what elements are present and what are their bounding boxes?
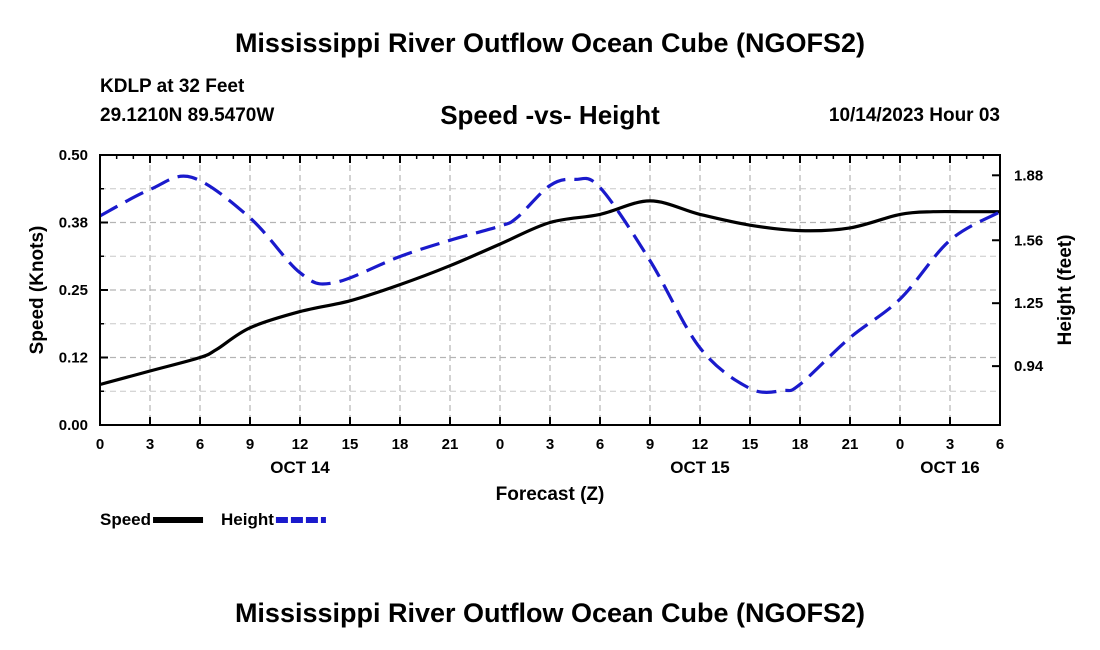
x-tick-label: 12 xyxy=(692,436,709,453)
series-line-speed xyxy=(99,199,1000,387)
x-tick-label: 3 xyxy=(946,436,954,453)
y2-tick-label: 1.88 xyxy=(1014,167,1043,184)
grid-lines xyxy=(100,155,1000,425)
x-tick-label: 9 xyxy=(246,436,254,453)
series-lines xyxy=(99,174,1001,395)
x-tick-label: 9 xyxy=(646,436,654,453)
legend-label-speed: Speed xyxy=(100,510,151,529)
y2-tick-label: 1.56 xyxy=(1014,232,1043,249)
station-coordinates: 29.1210N 89.5470W xyxy=(100,105,275,126)
date-label: OCT 15 xyxy=(670,458,730,477)
y-tick-label: 0.12 xyxy=(59,350,88,367)
x-tick-label: 0 xyxy=(896,436,904,453)
date-label: OCT 14 xyxy=(270,458,330,477)
x-tick-label: 21 xyxy=(842,436,859,453)
y-tick-label: 0.38 xyxy=(59,215,88,232)
date-label: OCT 16 xyxy=(920,458,980,477)
legend-label-height: Height xyxy=(221,510,274,529)
x-tick-label: 6 xyxy=(196,436,204,453)
x-tick-label: 3 xyxy=(546,436,554,453)
x-tick-label: 6 xyxy=(596,436,604,453)
chart-title: Mississippi River Outflow Ocean Cube (NG… xyxy=(234,28,866,58)
y2-axis-title: Height (feet) xyxy=(1055,235,1076,346)
station-label: KDLP at 32 Feet xyxy=(100,76,245,97)
y2-tick-label: 1.25 xyxy=(1014,295,1043,312)
x-tick-label: 12 xyxy=(292,436,309,453)
series-line-height xyxy=(99,174,1001,395)
axes: 0 3 6 9 12 15 18 21 0 3 6 9 12 15 18 21 0 3 6 OCT 14 OCT 15 O… xyxy=(59,147,1044,477)
chart-subtitle: Speed -vs- Height xyxy=(440,100,660,130)
x-tick-label: 6 xyxy=(996,436,1004,453)
forecast-datetime: 10/14/2023 Hour 03 xyxy=(828,105,1000,126)
x-axis-title: Forecast (Z) xyxy=(496,484,605,505)
x-tick-label: 0 xyxy=(96,436,104,453)
y-tick-label: 0.00 xyxy=(59,417,88,434)
y-tick-label: 0.50 xyxy=(59,147,88,164)
x-tick-label: 3 xyxy=(146,436,154,453)
footer-title: Mississippi River Outflow Ocean Cube (NG… xyxy=(234,598,866,628)
x-tick-label: 18 xyxy=(792,436,809,453)
legend: Speed Height xyxy=(100,510,326,529)
y-tick-label: 0.25 xyxy=(59,282,88,299)
y2-tick-label: 0.94 xyxy=(1014,358,1044,375)
x-tick-label: 15 xyxy=(742,436,759,453)
x-tick-label: 15 xyxy=(342,436,359,453)
y-axis-title: Speed (Knots) xyxy=(27,226,48,355)
x-tick-label: 21 xyxy=(442,436,459,453)
x-tick-label: 0 xyxy=(496,436,504,453)
x-tick-label: 18 xyxy=(392,436,409,453)
